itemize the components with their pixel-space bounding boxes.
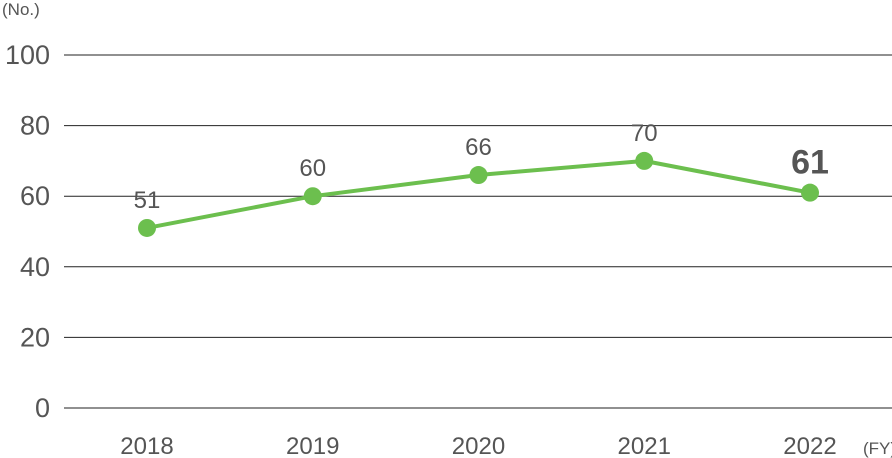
y-tick-label: 80 — [20, 111, 50, 141]
series — [138, 151, 819, 237]
data-point — [469, 166, 488, 185]
x-tick-label: 2022 — [783, 433, 836, 458]
y-tick-label: 40 — [20, 252, 50, 282]
x-axis-ticks: 2018 2019 2020 2021 2022 (FY) — [120, 433, 892, 458]
data-point — [138, 218, 156, 237]
data-point — [801, 183, 819, 202]
y-tick-label: 20 — [20, 322, 50, 352]
data-label: 51 — [134, 187, 161, 214]
y-tick-label: 60 — [20, 181, 50, 211]
x-axis-unit: (FY) — [863, 439, 892, 458]
data-label: 70 — [631, 120, 658, 147]
x-tick-label: 2018 — [120, 433, 173, 458]
y-axis-unit: (No.) — [2, 0, 40, 19]
data-point — [303, 187, 322, 206]
gridlines — [64, 54, 892, 409]
x-tick-label: 2021 — [618, 433, 671, 458]
x-tick-label: 2020 — [452, 433, 505, 458]
data-label: 60 — [299, 155, 326, 182]
y-tick-label: 0 — [35, 393, 50, 423]
data-label-highlight: 61 — [791, 144, 829, 182]
data-label: 66 — [465, 134, 492, 161]
y-tick-label: 100 — [5, 40, 50, 70]
y-axis-ticks: 0 20 40 60 80 100 — [5, 40, 50, 423]
data-point — [635, 151, 654, 170]
data-labels: 51 60 66 70 61 — [134, 120, 829, 214]
x-tick-label: 2019 — [286, 433, 339, 458]
